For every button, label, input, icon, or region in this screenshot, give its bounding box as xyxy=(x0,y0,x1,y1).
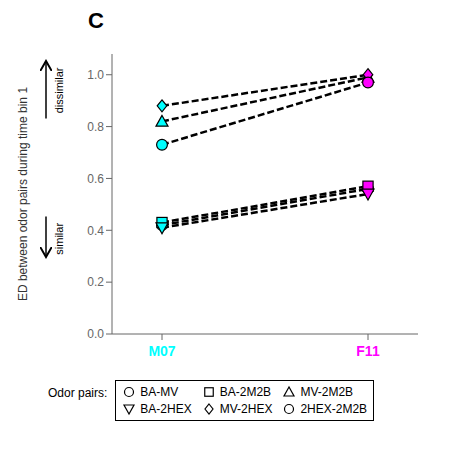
html-text:BA-MV: BA-MV xyxy=(140,385,179,399)
svg-text:dissimilar: dissimilar xyxy=(53,67,65,113)
svg-text:0.8: 0.8 xyxy=(87,120,104,134)
html-text:2HEX-2M2B: 2HEX-2M2B xyxy=(300,402,368,416)
svg-text:1.0: 1.0 xyxy=(87,68,104,82)
svg-text:M07: M07 xyxy=(148,343,175,359)
svg-text:0.2: 0.2 xyxy=(87,275,104,289)
html-text:BA-2M2B: BA-2M2B xyxy=(219,385,272,399)
svg-text:F11: F11 xyxy=(356,343,380,359)
svg-text:0.4: 0.4 xyxy=(87,224,104,238)
svg-text:0.0: 0.0 xyxy=(87,327,104,341)
html-text:C: C xyxy=(88,8,104,33)
html-text:MV-2M2B: MV-2M2B xyxy=(300,385,354,399)
html-text:Odor pairs:: Odor pairs: xyxy=(48,386,108,400)
svg-text:ED between odor pairs during t: ED between odor pairs during time bin 1 xyxy=(16,87,30,301)
svg-text:0.6: 0.6 xyxy=(87,172,104,186)
html-text:MV-2HEX: MV-2HEX xyxy=(219,402,273,416)
svg-text:similar: similar xyxy=(53,223,65,255)
html-text:BA-2HEX: BA-2HEX xyxy=(140,402,192,416)
